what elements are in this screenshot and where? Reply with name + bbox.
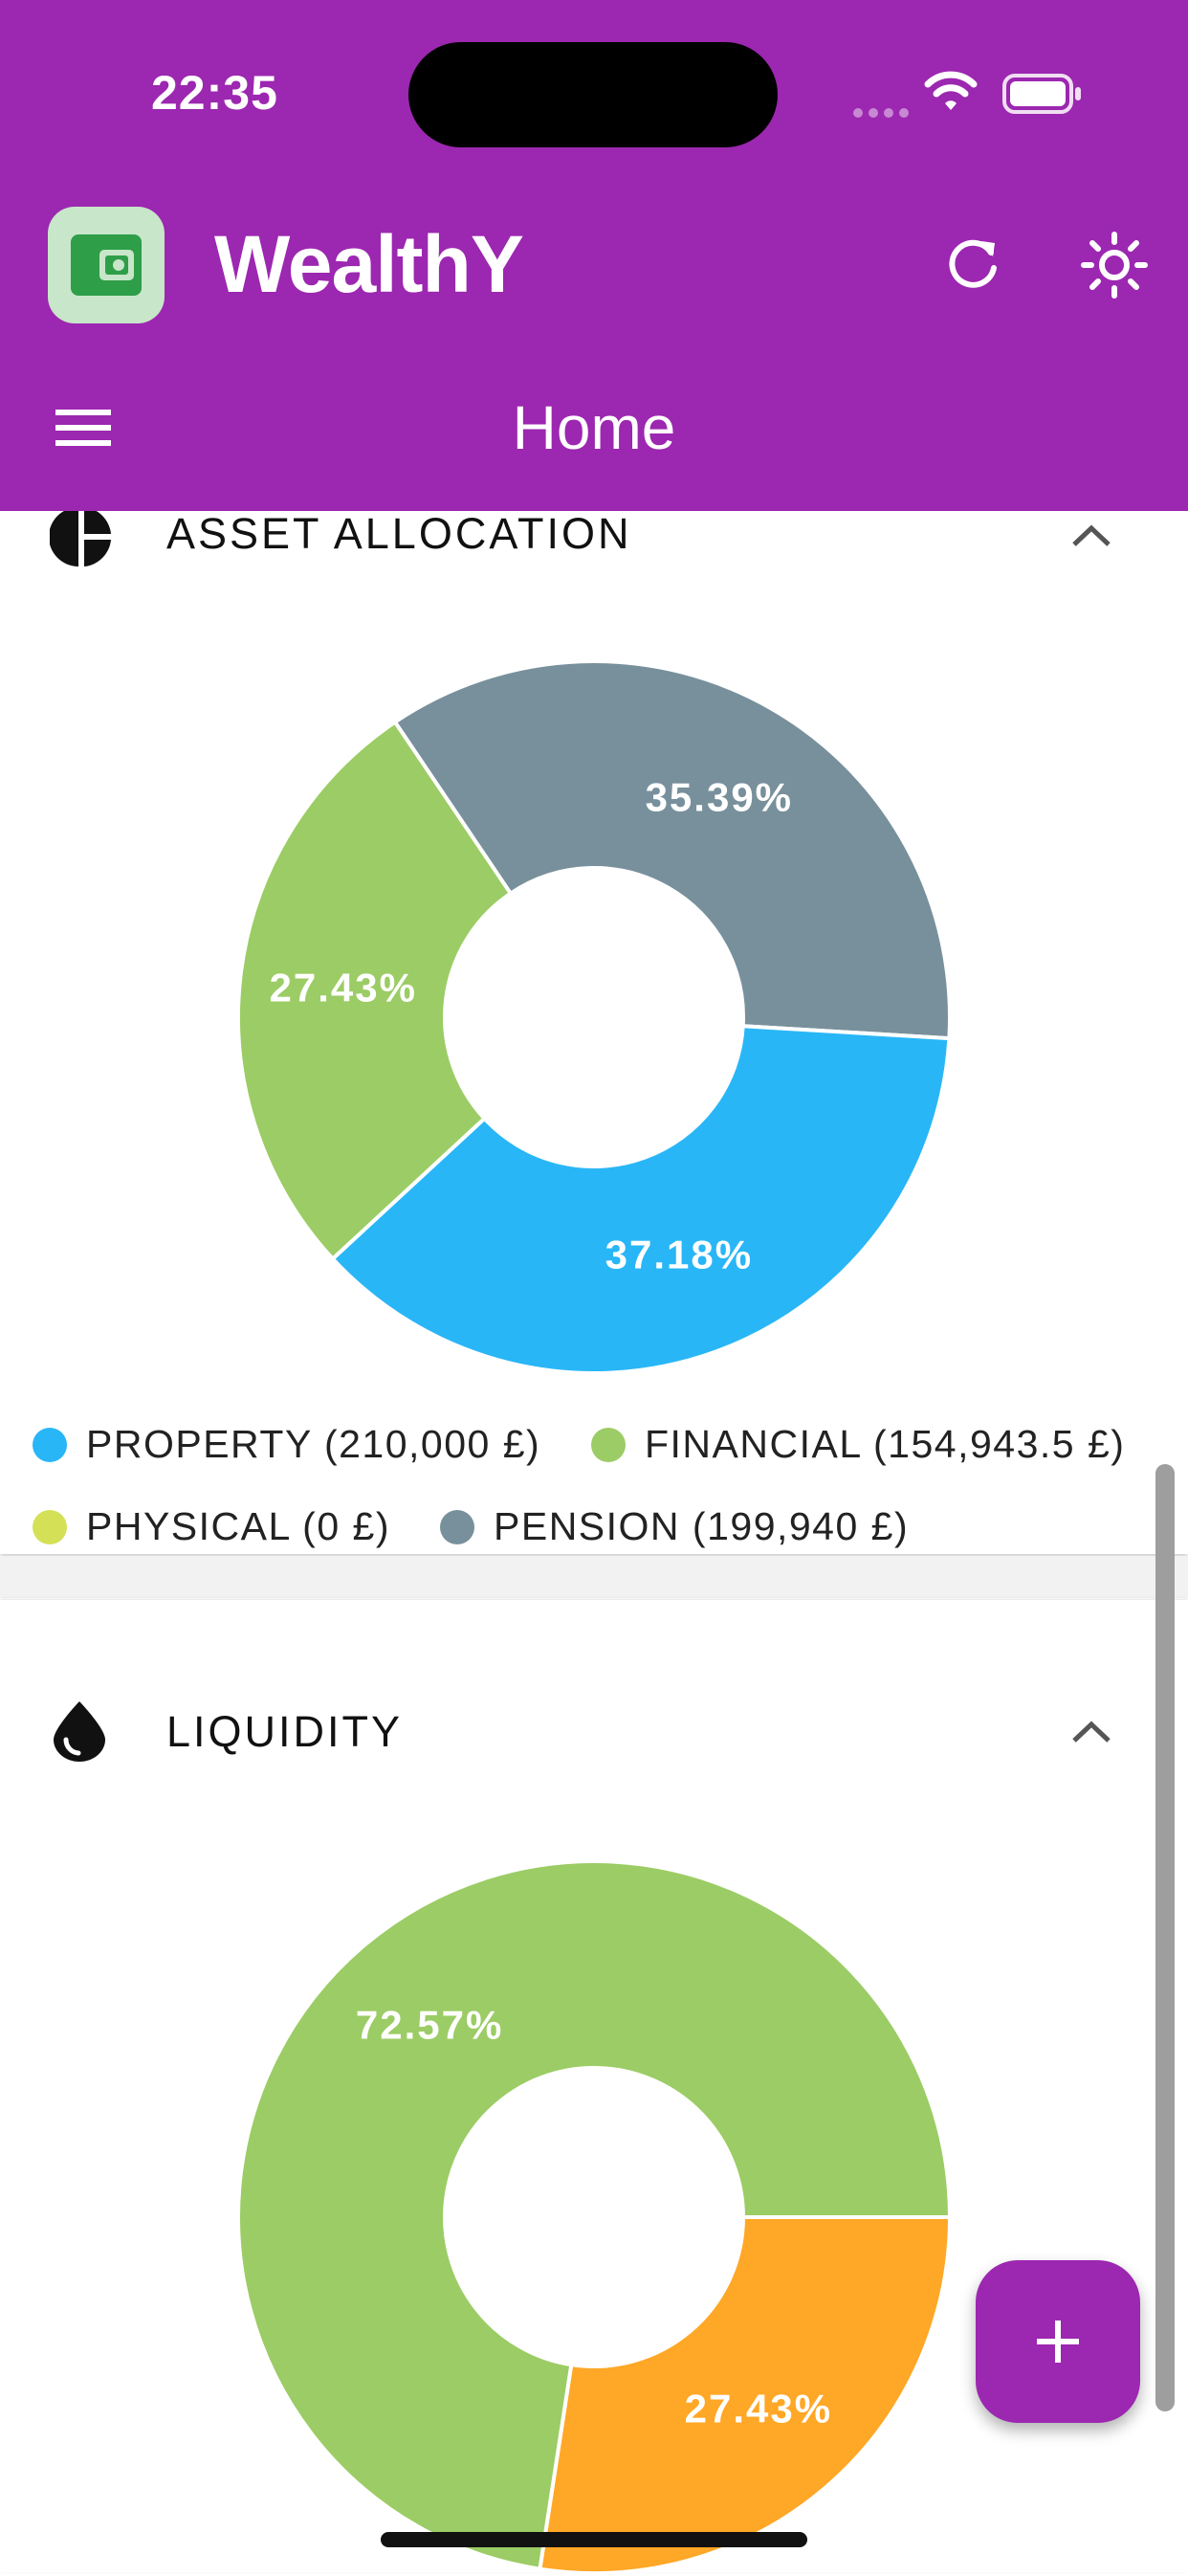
cellular-signal-icon [853,105,914,122]
drop-icon [54,1701,105,1762]
app-title: WealthY [214,219,524,309]
legend-label: PHYSICAL (0 £) [86,1504,390,1548]
dynamic-island [408,42,778,147]
asset-allocation-card: ASSET ALLOCATION 35.39% 37.18% 27.43% PROP… [0,507,1188,1554]
legend-color-dot [33,1509,67,1544]
add-button[interactable] [976,2260,1140,2423]
pie-chart-icon [50,507,111,566]
slice-label: 27.43% [270,966,417,1010]
chart-slice [392,659,952,1041]
refresh-icon[interactable] [943,233,1002,293]
wifi-icon [924,71,978,110]
legend-label: PENSION (199,940 £) [494,1504,910,1548]
legend-color-dot [33,1427,67,1462]
legend-label: FINANCIAL (154,943.5 £) [645,1422,1126,1466]
chart-slice [329,1024,952,1375]
status-time: 22:35 [151,66,278,120]
legend-item-pension: PENSION (199,940 £) [440,1504,909,1549]
section-title-liquidity: LIQUIDITY [166,1707,404,1756]
legend-label: PROPERTY (210,000 £) [86,1422,541,1466]
app-logo [48,207,165,323]
chevron-up-icon[interactable] [1069,1717,1113,1745]
page-title: Home [512,393,676,462]
slice-label: 37.18% [605,1232,753,1277]
home-indicator [381,2532,807,2547]
asset-allocation-donut-chart: 35.39% 37.18% 27.43% [236,659,952,1375]
section-title-asset-allocation: ASSET ALLOCATION [166,509,632,558]
legend-item-financial: FINANCIAL (154,943.5 £) [591,1422,1125,1467]
sun-icon[interactable] [1081,232,1148,299]
scrollbar[interactable] [1155,1464,1175,2411]
plus-icon [1037,2321,1079,2363]
chart-slice [236,719,514,1262]
legend-color-dot [591,1427,626,1462]
wallet-icon [71,234,142,296]
legend-item-physical: PHYSICAL (0 £) [33,1504,390,1549]
slice-label: 72.57% [356,2003,503,2048]
battery-icon [1002,74,1081,114]
app-header: 22:35 WealthY H [0,0,1188,511]
slice-label: 27.43% [685,2386,832,2431]
liquidity-donut-chart: 27.43% 72.57% [236,1859,953,2575]
liquidity-card: LIQUIDITY 27.43% 72.57% [0,1600,1188,2575]
legend-item-property: PROPERTY (210,000 £) [33,1422,540,1467]
chart-slice [236,1859,953,2571]
card-divider [0,1556,1188,1598]
legend-color-dot [440,1509,474,1544]
menu-icon[interactable] [55,408,111,448]
slice-label: 35.39% [646,775,793,820]
chevron-up-icon[interactable] [1069,521,1113,549]
